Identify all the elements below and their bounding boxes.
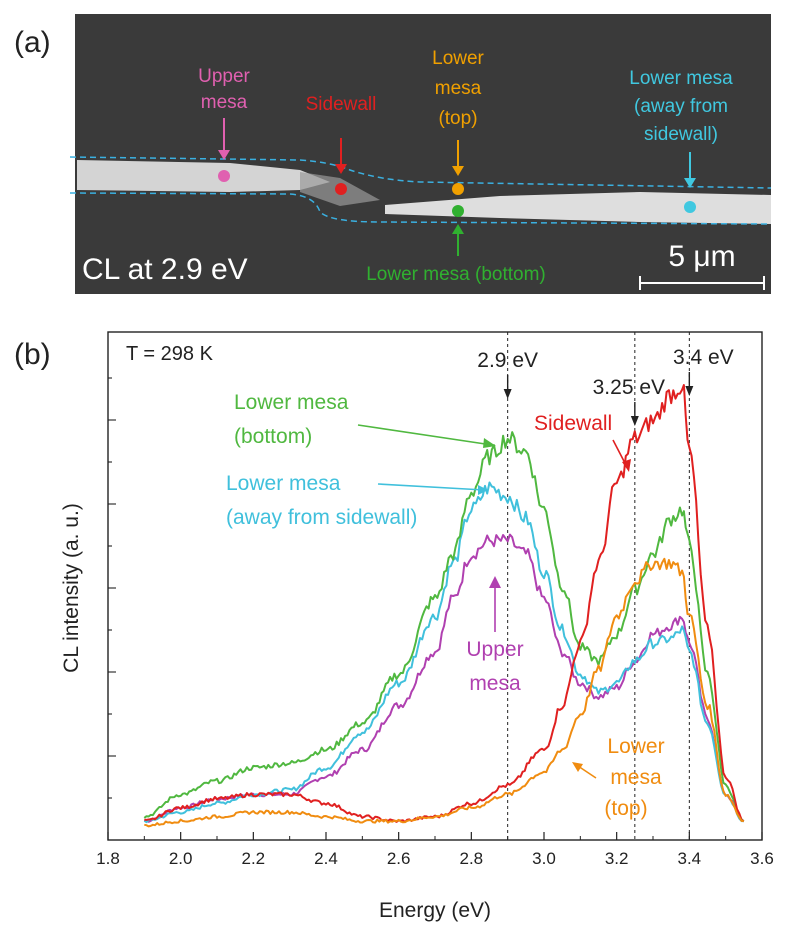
x-tick-label: 3.2 bbox=[605, 849, 629, 868]
marker-label-lower-top-line1: Lower bbox=[432, 48, 484, 69]
series-pointer-head-bottom bbox=[483, 438, 496, 448]
x-tick-label: 2.8 bbox=[460, 849, 484, 868]
marker-label-lower-away-line3: sidewall) bbox=[644, 124, 718, 145]
panel-b-label: (b) bbox=[14, 338, 51, 371]
series-line-sidewall bbox=[144, 384, 745, 823]
marker-label-lower-away-line2: (away from bbox=[634, 96, 728, 117]
series-pointer-bottom bbox=[357, 424, 493, 446]
x-tick-label: 2.0 bbox=[169, 849, 193, 868]
x-tick-label: 3.6 bbox=[750, 849, 774, 868]
series-label-away-line2: (away from sidewall) bbox=[226, 506, 417, 529]
marker-label-lower-top-line3: (top) bbox=[438, 108, 477, 129]
series-label-top-line3: (top) bbox=[604, 797, 647, 820]
marker-label-lower-top-line2: mesa bbox=[435, 78, 482, 99]
mesa-outline-upper bbox=[69, 156, 772, 189]
x-tick-label: 2.2 bbox=[242, 849, 266, 868]
series-label-top-line2: mesa bbox=[610, 766, 662, 789]
mesa-outline-lower bbox=[69, 192, 772, 225]
series-label-bottom-line1: Lower mesa bbox=[234, 391, 349, 414]
series-label-bottom-line2: (bottom) bbox=[234, 425, 312, 448]
lower-mesa-emission bbox=[385, 192, 771, 224]
series-pointer-away bbox=[377, 483, 485, 491]
upper-mesa-emission bbox=[77, 160, 330, 192]
reference-line-arrowhead bbox=[503, 389, 512, 399]
series-line-lower-mesa-bottom bbox=[143, 431, 745, 822]
scale-bar-label: 5 μm bbox=[668, 240, 735, 273]
reference-line-label: 2.9 eV bbox=[477, 349, 538, 372]
marker-dot-upper-mesa bbox=[218, 170, 230, 182]
cl-image: Upper mesa Sidewall Lower mesa (top) Low… bbox=[69, 14, 772, 294]
marker-dot-lower-top bbox=[452, 183, 464, 195]
series-label-top-line1: Lower bbox=[607, 735, 664, 758]
marker-label-lower-bottom: Lower mesa (bottom) bbox=[366, 264, 546, 285]
x-tick-label: 3.4 bbox=[678, 849, 702, 868]
marker-arrowhead-upper-mesa bbox=[218, 150, 230, 160]
x-tick-label: 1.8 bbox=[96, 849, 120, 868]
series-pointer-head-away bbox=[478, 485, 488, 495]
marker-dot-lower-away bbox=[684, 201, 696, 213]
series-line-lower-mesa-top bbox=[144, 557, 744, 828]
marker-arrowhead-lower-away bbox=[684, 178, 696, 188]
x-tick-label: 2.4 bbox=[314, 849, 338, 868]
temperature-label: T = 298 K bbox=[126, 343, 214, 365]
cl-image-background bbox=[75, 14, 771, 294]
marker-label-upper-mesa-line2: mesa bbox=[201, 92, 248, 113]
series-pointer-head-upper bbox=[489, 576, 501, 588]
series-pointer-top bbox=[577, 765, 597, 779]
x-axis-title: Energy (eV) bbox=[379, 899, 491, 922]
reference-lines: 2.9 eV 3.25 eV 3.4 eV bbox=[477, 332, 734, 840]
image-caption: CL at 2.9 eV bbox=[82, 253, 248, 286]
reference-line-arrowhead bbox=[685, 386, 694, 396]
marker-dot-lower-bottom bbox=[452, 205, 464, 217]
reference-line-label: 3.4 eV bbox=[673, 346, 734, 369]
series-label-sidewall: Sidewall bbox=[534, 412, 612, 435]
series-label-away-line1: Lower mesa bbox=[226, 472, 341, 495]
marker-label-sidewall: Sidewall bbox=[306, 94, 377, 115]
spectrum-chart: 1.8 2.0 2.2 2.4 2.6 2.8 3.0 3.2 3.4 3.6 2.9 eV 3.2… bbox=[60, 331, 774, 922]
x-tick-label: 3.0 bbox=[532, 849, 556, 868]
reference-line-label: 3.25 eV bbox=[593, 376, 665, 399]
x-tick-label: 2.6 bbox=[387, 849, 411, 868]
series-pointer-head-top bbox=[572, 762, 583, 772]
marker-dot-sidewall bbox=[335, 183, 347, 195]
marker-arrowhead-lower-bottom bbox=[452, 224, 464, 234]
series-pointer-head-sidewall bbox=[622, 459, 631, 472]
x-axis-ticks: 1.8 2.0 2.2 2.4 2.6 2.8 3.0 3.2 3.4 3.6 bbox=[96, 832, 774, 868]
y-axis-title: CL intensity (a. u.) bbox=[60, 503, 83, 673]
y-axis-ticks bbox=[108, 377, 116, 799]
marker-arrowhead-sidewall bbox=[335, 164, 347, 174]
marker-label-upper-mesa-line1: Upper bbox=[198, 66, 250, 87]
reference-line-arrowhead bbox=[630, 416, 639, 426]
marker-label-lower-away-line1: Lower mesa bbox=[629, 68, 733, 89]
marker-arrowhead-lower-top bbox=[452, 166, 464, 176]
series-lines bbox=[143, 384, 745, 828]
series-label-upper-line1: Upper bbox=[466, 638, 523, 661]
panel-a-label: (a) bbox=[14, 26, 51, 59]
series-label-upper-line2: mesa bbox=[469, 672, 521, 695]
